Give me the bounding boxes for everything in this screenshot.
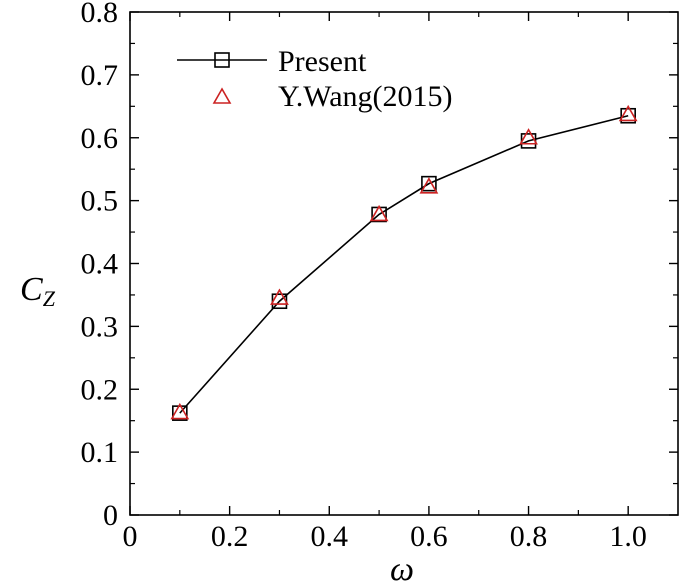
y-tick-label: 0.7 bbox=[81, 59, 119, 92]
x-tick-label: 1.0 bbox=[609, 520, 647, 553]
y-tick-label: 0.2 bbox=[81, 373, 119, 406]
series-1 bbox=[170, 104, 638, 420]
y-tick-label: 0.5 bbox=[81, 185, 119, 218]
data-point-square bbox=[620, 107, 636, 124]
y-axis-label-subscript: Z bbox=[43, 286, 56, 311]
tick-labels: 0 0.2 0.4 0.6 0.8 1.0 0 0.1 0.2 0.3 0.4 0.5 0.6 0.7 0.… bbox=[81, 0, 647, 553]
x-tick-label: 0.4 bbox=[311, 520, 349, 553]
data-point-triangle bbox=[419, 177, 439, 194]
y-tick-label: 0.6 bbox=[81, 122, 119, 155]
legend-label-present: Present bbox=[278, 45, 367, 78]
y-tick-label: 0.3 bbox=[81, 310, 119, 343]
series-line bbox=[179, 114, 629, 414]
plot-frame bbox=[129, 11, 679, 516]
data-point-square bbox=[172, 405, 188, 421]
y-axis-label-main: C bbox=[20, 271, 43, 308]
series-layer bbox=[170, 104, 638, 421]
x-axis-label: ω bbox=[390, 551, 414, 583]
data-point-triangle bbox=[618, 104, 638, 122]
legend-marker-square bbox=[214, 52, 230, 68]
x-tick-label: 0 bbox=[123, 520, 138, 553]
x-tick-label: 0.2 bbox=[211, 520, 249, 553]
data-point-triangle bbox=[170, 402, 190, 420]
y-tick-label: 0 bbox=[103, 499, 118, 532]
y-tick-label: 0.8 bbox=[81, 0, 119, 29]
y-tick-label: 0.4 bbox=[81, 248, 119, 281]
y-axis-label: CZ bbox=[20, 271, 56, 311]
legend-label-wang: Y.Wang(2015) bbox=[278, 80, 453, 113]
series-0 bbox=[172, 107, 636, 421]
legend: Present Y.Wang(2015) bbox=[177, 45, 453, 113]
data-point-square bbox=[421, 175, 437, 192]
y-tick-label: 0.1 bbox=[81, 436, 119, 469]
data-point-triangle bbox=[519, 128, 538, 145]
x-tick-label: 0.8 bbox=[510, 520, 548, 553]
data-point-triangle bbox=[270, 288, 289, 305]
legend-marker-triangle bbox=[212, 87, 232, 104]
x-tick-label: 0.6 bbox=[410, 520, 448, 553]
data-point-triangle bbox=[369, 204, 389, 222]
